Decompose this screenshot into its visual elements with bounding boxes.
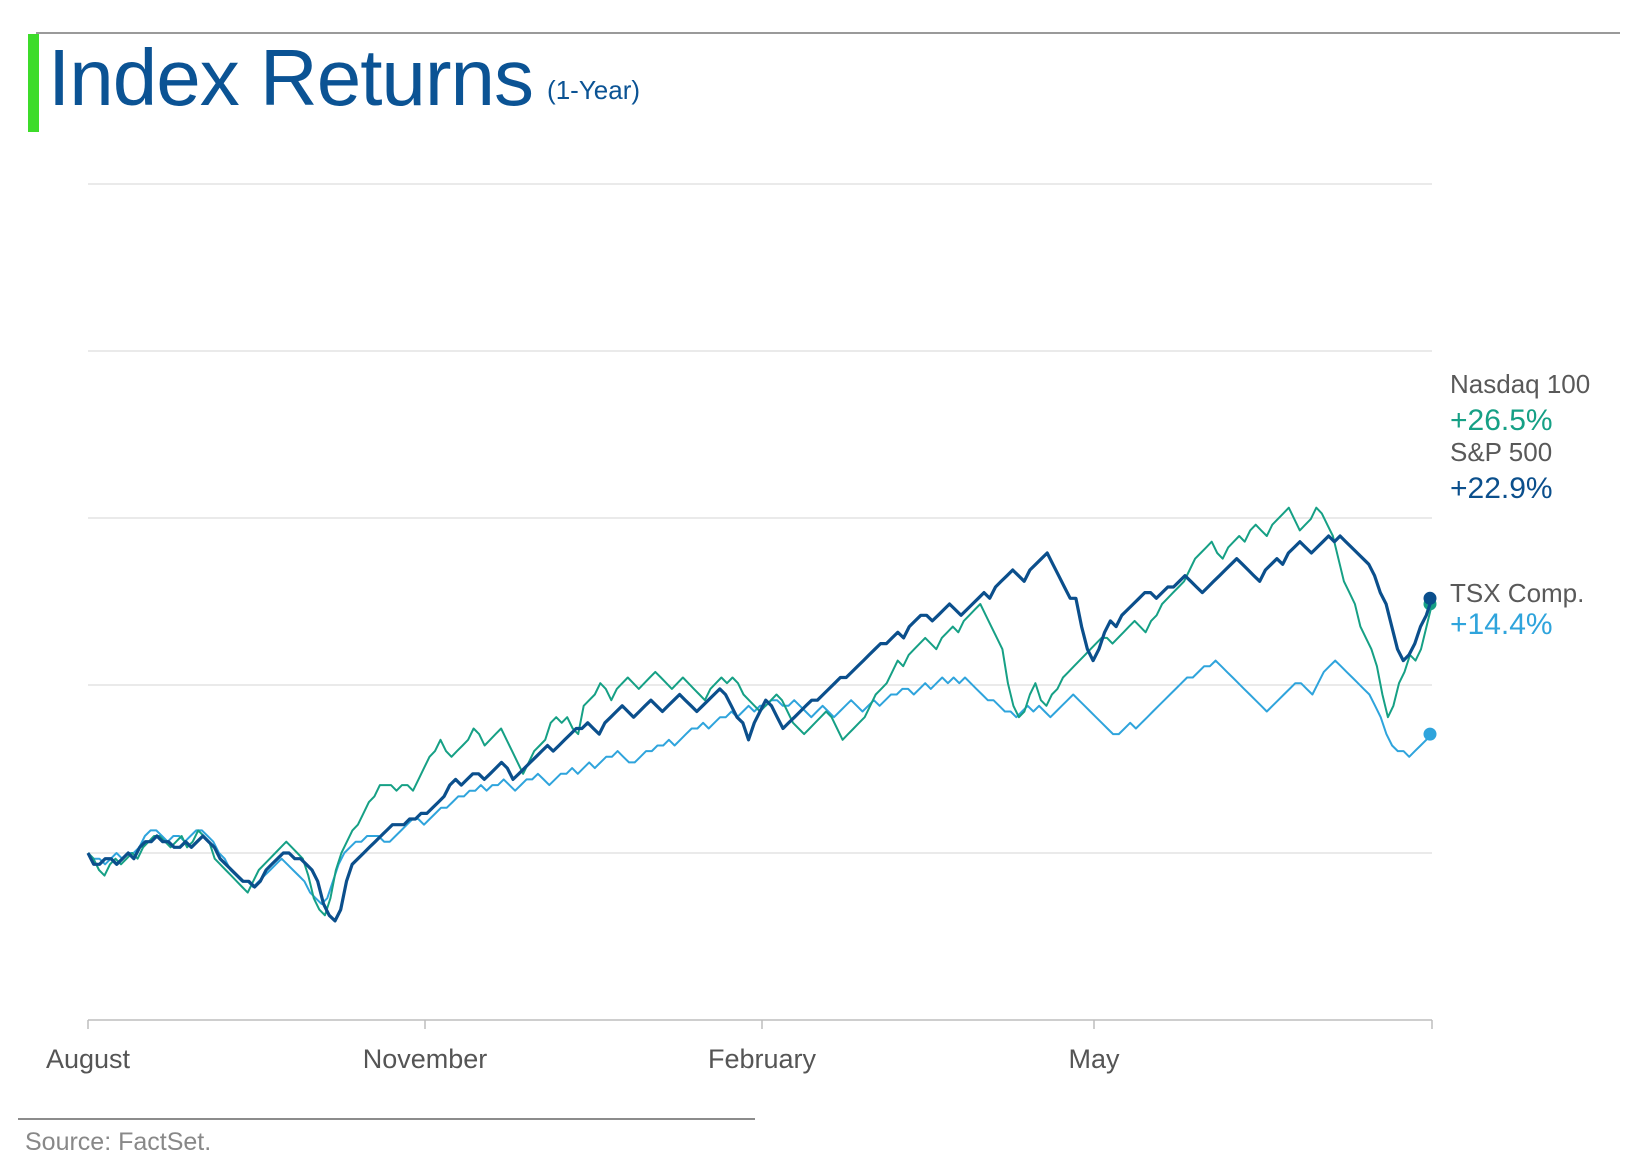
- chart-subtitle: (1-Year): [547, 75, 641, 105]
- series-label-2: TSX Comp.: [1450, 578, 1584, 608]
- series-line-1: [86, 534, 1434, 923]
- accent-bar: [28, 34, 39, 132]
- series-change-1: +22.9%: [1450, 472, 1553, 505]
- series-end-marker-1: [1423, 591, 1437, 605]
- series-end-marker-2: [1423, 727, 1437, 741]
- x-tick-label-1: November: [363, 1044, 488, 1074]
- top-rule: [36, 32, 1620, 34]
- series-change-2: +14.4%: [1450, 608, 1553, 641]
- x-tick-label-3: May: [1068, 1044, 1120, 1074]
- chart-title: Index Returns: [48, 33, 534, 122]
- x-tick-label-0: August: [46, 1044, 131, 1074]
- series-label-0: Nasdaq 100: [1450, 369, 1590, 399]
- x-tick-label-2: February: [708, 1044, 817, 1074]
- title-block: Index Returns (1-Year): [48, 38, 640, 118]
- series-change-0: +26.5%: [1450, 404, 1553, 437]
- series-label-1: S&P 500: [1450, 437, 1552, 467]
- series-line-2: [87, 659, 1433, 905]
- source-rule: [18, 1118, 755, 1120]
- source-note: Source: FactSet.: [25, 1128, 212, 1156]
